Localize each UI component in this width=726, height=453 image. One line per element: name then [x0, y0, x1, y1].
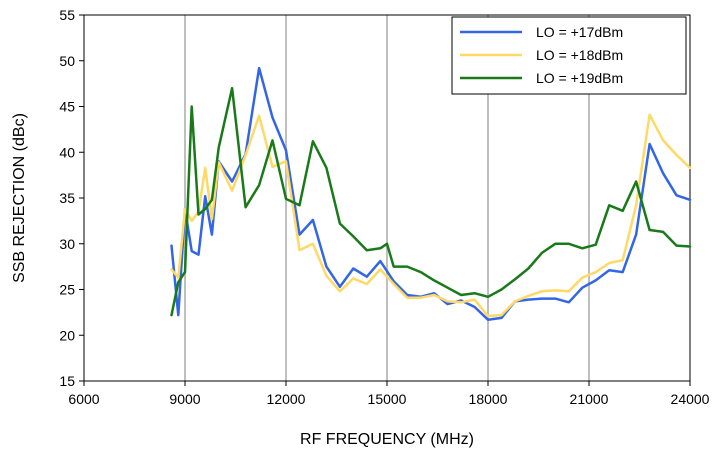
- legend-label: LO = +19dBm: [536, 70, 623, 86]
- y-tick-label: 20: [59, 327, 75, 343]
- y-tick-label: 55: [59, 7, 75, 23]
- series-line-2: [170, 113, 692, 318]
- y-tick-label: 35: [59, 190, 75, 206]
- y-tick-label: 25: [59, 282, 75, 298]
- x-tick-label: 18000: [469, 391, 508, 407]
- legend: LO = +17dBm LO = +18dBm LO = +19dBm: [451, 16, 687, 95]
- x-tick-label: 9000: [169, 391, 200, 407]
- series-line-3: [170, 86, 692, 317]
- series-lines: [170, 66, 692, 321]
- x-tick-label: 15000: [368, 391, 407, 407]
- x-tick-label: 21000: [570, 391, 609, 407]
- y-tick-label: 50: [59, 53, 75, 69]
- legend-label: LO = +18dBm: [536, 47, 623, 63]
- x-tick-label: 6000: [68, 391, 99, 407]
- y-tick-label: 15: [59, 373, 75, 389]
- series-line-1: [170, 66, 692, 321]
- x-tick-label: 24000: [671, 391, 710, 407]
- legend-label: LO = +17dBm: [536, 24, 623, 40]
- y-tick-label: 40: [59, 144, 75, 160]
- y-axis-title: SSB REJECTION (dBc): [11, 113, 28, 283]
- x-tick-label: 12000: [267, 391, 306, 407]
- x-axis-title: RF FREQUENCY (MHz): [300, 431, 474, 448]
- axis-ticks: 6000 9000 12000 15000 18000 21000 24000 15 20 25 3…: [59, 7, 709, 407]
- y-tick-label: 30: [59, 236, 75, 252]
- y-tick-label: 45: [59, 99, 75, 115]
